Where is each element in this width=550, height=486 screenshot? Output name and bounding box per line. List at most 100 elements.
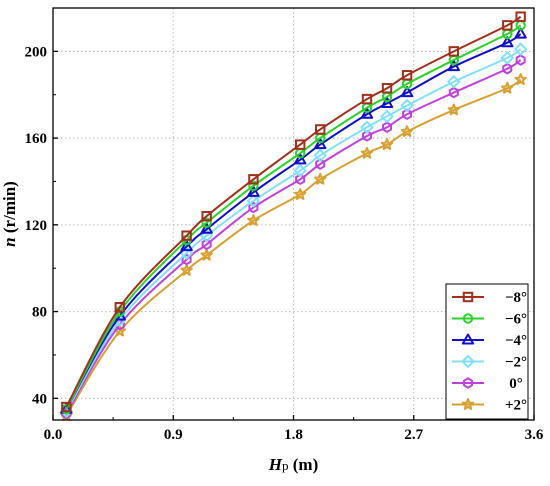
- series-0-point-11: [502, 20, 513, 31]
- x-axis-title: Hp (m): [268, 455, 318, 474]
- y-axis-title-main: n: [0, 237, 19, 246]
- x-axis-title-unit: (m): [289, 455, 319, 474]
- series-0-point-5: [294, 139, 306, 150]
- series-4-point-6: [315, 158, 326, 170]
- series-4-point-11: [502, 63, 513, 75]
- series-5-point-11: [501, 81, 514, 94]
- series-5-point-5: [293, 188, 307, 200]
- y-tick-label-3: 160: [25, 131, 48, 147]
- legend-item-2: −4°: [452, 333, 527, 349]
- series-2-point-7: [360, 107, 374, 119]
- y-tick-label-0: 40: [32, 391, 47, 407]
- series-1-point-4: [248, 180, 259, 192]
- series-5-point-2: [180, 263, 193, 276]
- y-axis-title-unit: (r/min): [0, 181, 19, 237]
- series-0-point-6: [315, 124, 326, 135]
- series-2-point-2: [180, 240, 193, 252]
- series-1-line: [65, 24, 522, 410]
- legend-marker-2: [461, 333, 475, 345]
- series-1-point-3: [201, 217, 212, 228]
- series-0-point-1: [114, 302, 126, 313]
- series-2-point-12: [514, 27, 527, 39]
- y-tick-label-1: 80: [32, 305, 47, 321]
- series-3-point-5: [293, 164, 307, 178]
- legend-label-0: −8°: [505, 290, 527, 306]
- series-4-point-5: [295, 173, 306, 185]
- legend-label-1: −6°: [505, 312, 527, 328]
- legend-marker-4: [463, 377, 473, 389]
- series-4-point-10: [448, 86, 459, 99]
- grid: [53, 8, 534, 420]
- series-4-point-8: [382, 121, 393, 133]
- legend-marker-5: [461, 398, 475, 410]
- y-axis-title: n (r/min): [0, 181, 19, 247]
- series-3-point-10: [447, 75, 461, 89]
- y-tick-label-2: 120: [25, 218, 48, 234]
- x-tick-label-3: 2.7: [404, 427, 423, 443]
- legend-box: [445, 283, 529, 420]
- series-0-point-9: [401, 70, 413, 81]
- series-2-point-3: [200, 222, 213, 234]
- series-4-point-3: [201, 238, 212, 250]
- axes: 0.0 0.9 1.8 2.7 3.6 40 80 120 160 200: [25, 44, 544, 443]
- series-4-point-4: [248, 201, 259, 214]
- series-3-point-9: [400, 99, 414, 113]
- x-axis-title-main: H: [268, 455, 283, 474]
- series-0-point-10: [448, 46, 460, 57]
- x-tick-label-4: 3.6: [525, 427, 544, 443]
- x-tick-label-1: 0.9: [164, 427, 183, 443]
- legend-marker-3: [461, 355, 475, 368]
- series-5-point-10: [447, 103, 461, 116]
- series-0-point-0: [61, 401, 72, 413]
- series-2-point-10: [447, 60, 461, 72]
- legend-item-3: −2°: [452, 355, 527, 371]
- series-4-point-9: [402, 108, 413, 120]
- legend-label-4: 0°: [509, 376, 523, 392]
- series-3-point-6: [313, 148, 327, 162]
- legend-marker-0: [462, 291, 474, 303]
- series-2-point-5: [293, 153, 307, 165]
- series-5-point-6: [314, 172, 327, 185]
- series-3-line: [65, 48, 522, 412]
- legend-item-5: +2°: [452, 398, 527, 414]
- series-layer: [59, 11, 528, 422]
- series-0-point-3: [201, 210, 212, 222]
- series-2-point-8: [380, 96, 394, 108]
- series-5-line: [65, 78, 522, 417]
- x-axis-title-sub: p: [282, 458, 289, 473]
- series-3-point-4: [246, 194, 260, 208]
- series-3-point-8: [380, 109, 394, 123]
- legend: −8° −6° −4° −2° 0° +2°: [445, 283, 529, 420]
- series-4-line: [65, 59, 522, 415]
- series-2-point-6: [314, 138, 327, 150]
- series-3-point-7: [360, 120, 374, 134]
- series-2-point-9: [400, 86, 414, 98]
- legend-marker-1: [462, 313, 474, 324]
- series-5-point-8: [380, 138, 394, 151]
- legend-label-2: −4°: [505, 333, 527, 349]
- legend-item-4: 0°: [452, 376, 523, 392]
- series-5-point-9: [400, 125, 414, 138]
- series-5: [60, 73, 527, 422]
- series-0: [61, 11, 526, 413]
- series-3-point-11: [500, 51, 514, 65]
- legend-label-3: −2°: [505, 355, 527, 371]
- series-4-point-12: [515, 54, 526, 66]
- series-2-point-4: [247, 185, 260, 197]
- series-0-point-4: [248, 174, 259, 185]
- series-5-point-7: [360, 146, 374, 159]
- series-2-point-11: [501, 36, 514, 48]
- legend-item-1: −6°: [452, 312, 527, 328]
- series-5-point-3: [200, 248, 213, 261]
- legend-label-5: +2°: [505, 398, 527, 414]
- series-4-point-7: [361, 130, 372, 142]
- series-0-point-7: [361, 93, 373, 105]
- series-5-point-12: [514, 73, 527, 85]
- series-5-point-4: [247, 214, 260, 226]
- series-3-point-12: [514, 42, 528, 56]
- series-3-point-3: [200, 229, 214, 243]
- x-tick-label-0: 0.0: [44, 427, 63, 443]
- series-0-point-8: [381, 83, 393, 94]
- x-tick-label-2: 1.8: [284, 427, 303, 443]
